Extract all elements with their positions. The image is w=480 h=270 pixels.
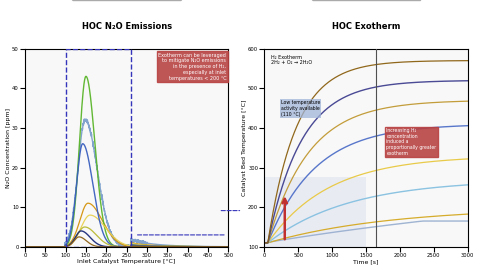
Text: Increasing H₂
concentration
induced a
proportionally greater
exotherm: Increasing H₂ concentration induced a pr… (386, 128, 436, 156)
Title: HOC Exotherm: HOC Exotherm (332, 22, 400, 31)
Bar (66, 49, 131, 247)
X-axis label: Inlet Catalyst Temperature [°C]: Inlet Catalyst Temperature [°C] (77, 259, 176, 264)
X-axis label: Time [s]: Time [s] (353, 259, 379, 264)
Y-axis label: N₂O Concentration [ppm]: N₂O Concentration [ppm] (6, 108, 11, 188)
Title: HOC N₂O Emissions: HOC N₂O Emissions (82, 22, 172, 31)
Y-axis label: Catalyst Bed Temperature [°C]: Catalyst Bed Temperature [°C] (241, 99, 247, 196)
Text: H₂ Exotherm
2H₂ + O₂ → 2H₂O: H₂ Exotherm 2H₂ + O₂ → 2H₂O (271, 55, 312, 65)
Bar (264, 177, 366, 247)
Text: Exotherm can be leveraged
to mitigate N₂O emissions
in the presence of H₂,
espec: Exotherm can be leveraged to mitigate N₂… (158, 53, 226, 81)
Text: Low temperature
activity available
(110 °C): Low temperature activity available (110 … (281, 100, 320, 117)
